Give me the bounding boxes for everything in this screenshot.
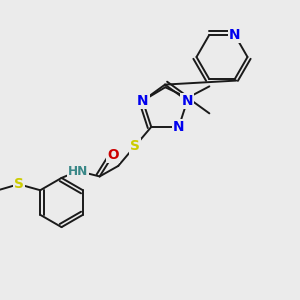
- Text: S: S: [130, 140, 140, 153]
- Text: N: N: [173, 120, 184, 134]
- Text: N: N: [182, 94, 193, 108]
- Text: S: S: [14, 177, 24, 191]
- Text: N: N: [229, 28, 241, 42]
- Text: O: O: [107, 148, 119, 162]
- Text: HN: HN: [68, 164, 88, 178]
- Text: N: N: [137, 94, 148, 108]
